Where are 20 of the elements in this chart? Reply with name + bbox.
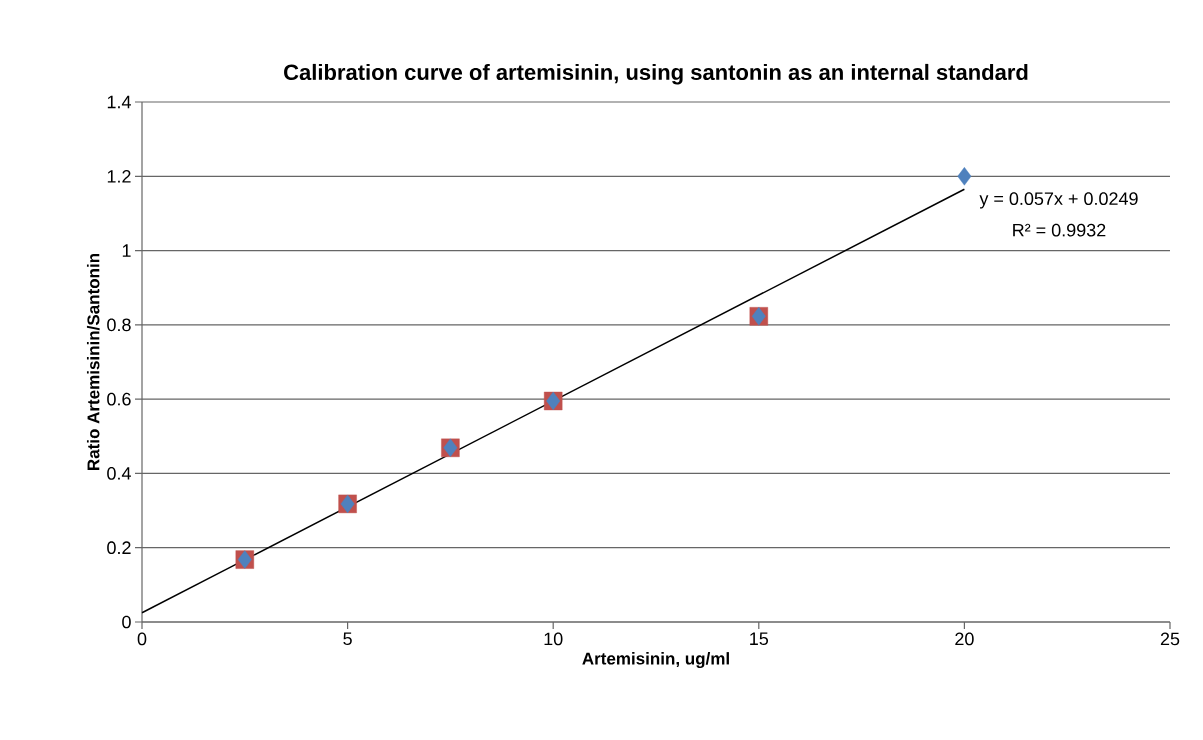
y-axis-title: Ratio Artemisinin/Santonin: [86, 253, 100, 470]
y-tick-label: 1.2: [107, 170, 131, 183]
x-axis-title: Artemisinin, ug/ml: [582, 652, 729, 669]
chart-title: Calibration curve of artemisinin, using santonin as an internal standard: [284, 63, 1028, 85]
y-tick-label: 0.4: [107, 467, 131, 480]
x-tick-label: 25: [1160, 632, 1180, 646]
point: [957, 167, 972, 186]
x-tick-label: 20: [955, 632, 974, 646]
annotation: y = 0.057x + 0.0249: [979, 192, 1138, 209]
y-tick-label: 0.2: [107, 541, 131, 555]
annotation: R² = 0.9932: [1013, 223, 1106, 237]
x-tick-label: 0: [137, 632, 147, 646]
y-tick-label: 0.8: [107, 318, 131, 332]
y-tick-label: 0.6: [107, 392, 131, 406]
x-tick-label: 10: [544, 632, 563, 646]
x-tick-label: 15: [750, 632, 769, 646]
y-tick-label: 1: [122, 244, 131, 257]
x-tick-label: 5: [343, 632, 352, 646]
y-tick-label: 0: [122, 615, 131, 629]
y-tick-label: 1.4: [107, 95, 131, 109]
